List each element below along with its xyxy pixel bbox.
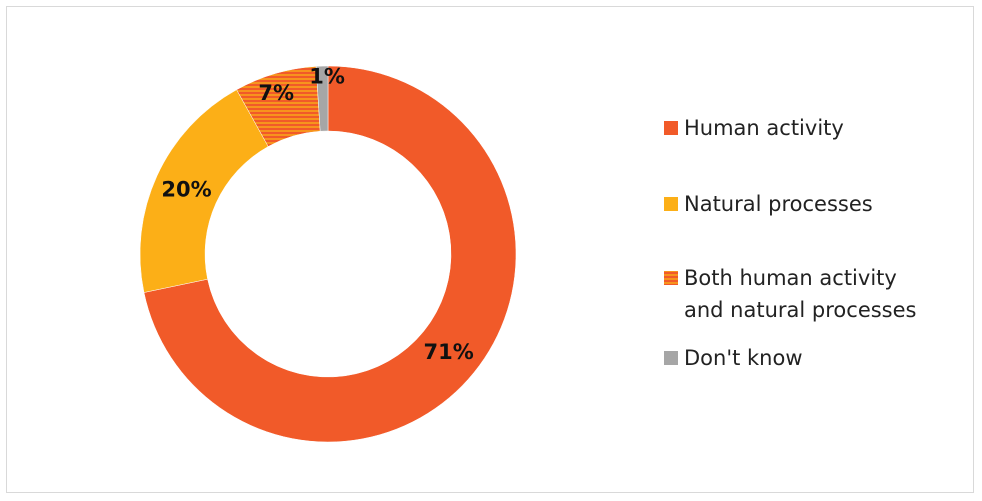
legend-label: Human activity xyxy=(684,116,844,140)
legend-item-natural-processes: Natural processes xyxy=(664,192,873,216)
legend: Human activity Natural processes Both huma… xyxy=(664,116,916,370)
data-label-don-t-know: 1% xyxy=(309,65,345,89)
data-label-natural-processes: 20% xyxy=(161,177,211,201)
donut-slices xyxy=(139,65,517,443)
data-label-both-human-activity-and-natural-processes: 7% xyxy=(258,81,294,105)
legend-item-don-t-know: Don't know xyxy=(664,346,803,370)
slice-don-t-know xyxy=(315,65,329,132)
legend-swatch xyxy=(664,351,678,365)
slice-human-activity xyxy=(143,65,517,443)
legend-label: Don't know xyxy=(684,346,803,370)
data-label-human-activity: 71% xyxy=(424,340,474,364)
legend-label: Both human activity xyxy=(684,266,897,290)
data-labels: 71% 20% 7% 1% xyxy=(161,65,473,364)
legend-item-human-activity: Human activity xyxy=(664,116,844,140)
legend-label: and natural processes xyxy=(684,298,916,322)
legend-swatch xyxy=(664,271,678,285)
legend-item-both-human-activity-and-natural-processes: Both human activity and natural processes xyxy=(664,266,916,322)
legend-swatch xyxy=(664,121,678,135)
legend-swatch xyxy=(664,197,678,211)
legend-label: Natural processes xyxy=(684,192,873,216)
